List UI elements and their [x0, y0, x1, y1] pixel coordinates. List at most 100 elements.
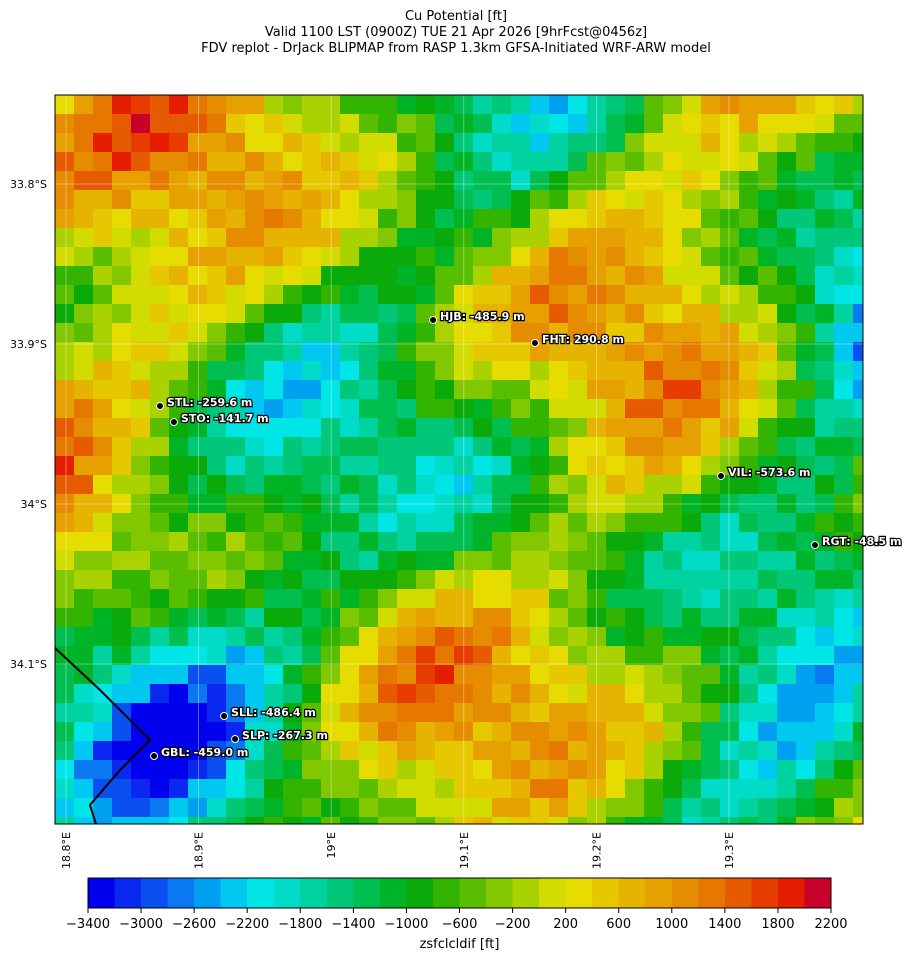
colorbar-swatch: [273, 878, 301, 908]
terrain-cell: [777, 190, 796, 209]
terrain-cell: [492, 266, 511, 285]
terrain-cell: [625, 95, 644, 114]
terrain-cell: [188, 760, 207, 779]
terrain-cell: [435, 266, 454, 285]
terrain-cell: [283, 95, 302, 114]
terrain-cell: [283, 817, 302, 824]
terrain-cell: [511, 304, 530, 323]
terrain-cell: [416, 798, 435, 817]
terrain-cell: [568, 342, 587, 361]
terrain-cell: [359, 665, 378, 684]
terrain-cell: [587, 494, 606, 513]
terrain-cell: [169, 646, 188, 665]
terrain-cell: [416, 589, 435, 608]
terrain-cell: [131, 152, 150, 171]
terrain-cell: [74, 494, 93, 513]
terrain-cell: [55, 475, 74, 494]
colorbar-tick-label: −1000: [384, 917, 428, 932]
terrain-cell: [549, 342, 568, 361]
terrain-cell: [473, 494, 492, 513]
terrain-cell: [568, 760, 587, 779]
terrain-cell: [131, 608, 150, 627]
colorbar-swatch: [698, 878, 726, 908]
terrain-cell: [226, 171, 245, 190]
terrain-cell: [853, 703, 863, 722]
terrain-cell: [302, 627, 321, 646]
terrain-cell: [93, 399, 112, 418]
terrain-cell: [587, 551, 606, 570]
terrain-cell: [359, 380, 378, 399]
terrain-cell: [340, 608, 359, 627]
terrain-cell: [530, 703, 549, 722]
terrain-cell: [663, 437, 682, 456]
terrain-cell: [815, 513, 834, 532]
terrain-cell: [815, 722, 834, 741]
terrain-cell: [682, 589, 701, 608]
terrain-cell: [435, 589, 454, 608]
terrain-cell: [853, 228, 863, 247]
terrain-cell: [397, 171, 416, 190]
terrain-cell: [435, 209, 454, 228]
terrain-cell: [568, 152, 587, 171]
terrain-cell: [340, 646, 359, 665]
terrain-cell: [74, 304, 93, 323]
terrain-cell: [74, 589, 93, 608]
terrain-cell: [492, 551, 511, 570]
terrain-cell: [625, 171, 644, 190]
terrain-cell: [397, 95, 416, 114]
terrain-cell: [378, 589, 397, 608]
terrain-cell: [150, 817, 169, 824]
terrain-cell: [606, 551, 625, 570]
terrain-cell: [188, 722, 207, 741]
terrain-cell: [340, 627, 359, 646]
terrain-cell: [739, 760, 758, 779]
terrain-cell: [150, 475, 169, 494]
terrain-cell: [169, 228, 188, 247]
terrain-cell: [74, 684, 93, 703]
terrain-cell: [473, 665, 492, 684]
station-marker: [530, 339, 539, 348]
terrain-cell: [321, 760, 340, 779]
terrain-cell: [226, 133, 245, 152]
terrain-cell: [701, 703, 720, 722]
terrain-cell: [397, 247, 416, 266]
terrain-cell: [264, 266, 283, 285]
terrain-cell: [530, 779, 549, 798]
terrain-cell: [150, 380, 169, 399]
terrain-cell: [815, 399, 834, 418]
terrain-cell: [644, 285, 663, 304]
terrain-cell: [93, 741, 112, 760]
terrain-cell: [226, 608, 245, 627]
terrain-cell: [644, 342, 663, 361]
terrain-cell: [777, 627, 796, 646]
terrain-cell: [245, 817, 264, 824]
terrain-cell: [150, 551, 169, 570]
terrain-cell: [283, 114, 302, 133]
terrain-cell: [207, 266, 226, 285]
terrain-cell: [169, 627, 188, 646]
terrain-cell: [853, 722, 863, 741]
terrain-cell: [511, 703, 530, 722]
terrain-cell: [815, 627, 834, 646]
terrain-cell: [853, 361, 863, 380]
terrain-cell: [131, 551, 150, 570]
terrain-cell: [150, 456, 169, 475]
station-marker: [150, 751, 159, 760]
terrain-cell: [473, 627, 492, 646]
terrain-cell: [625, 551, 644, 570]
terrain-cell: [606, 209, 625, 228]
terrain-cell: [796, 684, 815, 703]
terrain-cell: [321, 646, 340, 665]
terrain-cell: [758, 95, 777, 114]
terrain-cell: [701, 551, 720, 570]
terrain-cell: [55, 798, 74, 817]
terrain-cell: [587, 133, 606, 152]
terrain-cell: [796, 247, 815, 266]
terrain-cell: [568, 608, 587, 627]
terrain-cell: [207, 418, 226, 437]
terrain-cell: [625, 209, 644, 228]
terrain-cell: [739, 361, 758, 380]
terrain-cell: [682, 798, 701, 817]
terrain-cell: [606, 608, 625, 627]
terrain-cell: [644, 779, 663, 798]
